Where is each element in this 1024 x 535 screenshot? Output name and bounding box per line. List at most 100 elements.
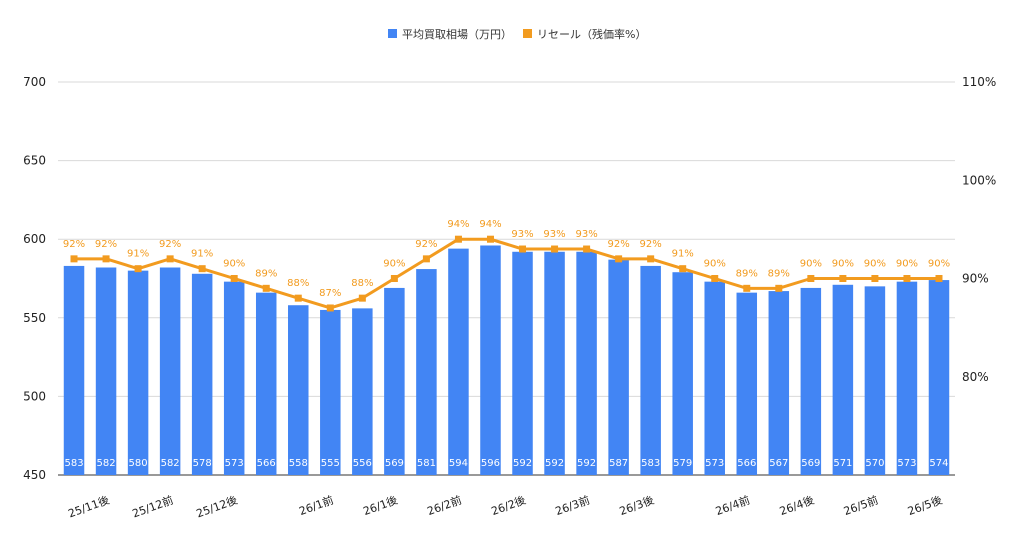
line-value-label: 90% [928,259,950,270]
bar [255,292,277,475]
x-tick-label: 26/4後 [778,493,816,518]
line-value-label: 90% [704,259,726,270]
bar-value-labels: 583 582 580 582 578 573 566 558 555 556 569 581 594 5… [64,458,948,469]
line-value-label: 93% [543,229,565,240]
line-value-label: 91% [672,249,694,260]
line-value-label: 92% [415,239,437,250]
line-point [422,255,430,263]
line-point [615,255,623,263]
line-point [326,304,334,312]
bar-value-label: 567 [769,458,788,469]
bar-value-label: 582 [161,458,180,469]
line-point [102,255,110,263]
bar [63,265,85,475]
x-tick-label: 26/3前 [553,493,591,518]
series-line [74,237,939,310]
bar [480,245,501,475]
left-tick-label: 700 [23,75,46,89]
bar-value-label: 569 [801,458,820,469]
bar-value-label: 592 [513,458,532,469]
bar [127,270,149,475]
bar-value-label: 583 [641,458,660,469]
bar [928,280,950,475]
right-tick-label: 90% [962,272,989,286]
bar-value-label: 570 [865,458,884,469]
x-tick-label: 26/3後 [617,493,655,518]
line-point [679,265,687,273]
bar [576,251,597,475]
line-point [166,255,174,263]
x-tick-label: 26/5後 [906,493,944,518]
line-point [647,255,655,263]
line-point [807,275,815,282]
line-point [711,275,719,282]
bar [191,273,213,475]
line-value-label: 94% [447,219,469,230]
line-point [454,235,462,243]
line-value-label: 90% [223,259,245,270]
bar [320,309,341,475]
bar [736,292,758,475]
bar-value-label: 555 [321,458,340,469]
line-value-label: 92% [640,239,662,250]
bar-value-label: 580 [129,458,148,469]
line-value-label: 94% [479,219,501,230]
bar-value-label: 587 [609,458,628,469]
left-tick-label: 650 [23,154,46,168]
line-point [583,245,591,253]
line-value-labels: 92% 92% 91% 92% 91% 90% 89% 88% 87% 88% 90% 92% 94% 9… [63,219,950,299]
x-tick-label: 25/12前 [130,493,175,521]
bar-value-label: 582 [97,458,116,469]
legend-swatch-line [523,29,532,38]
bar [544,251,565,475]
line-point [70,255,78,263]
bar-value-label: 581 [417,458,436,469]
left-tick-label: 450 [23,468,46,482]
right-tick-label: 110% [962,75,996,89]
line-value-label: 92% [63,239,85,250]
bar [448,248,469,475]
bar [608,259,629,475]
line-point [230,275,238,282]
line-value-label: 90% [864,259,886,270]
line-point [134,265,142,273]
bar [95,267,117,475]
left-tick-label: 500 [23,389,46,403]
line-value-label: 89% [768,268,790,279]
line-point [294,294,302,302]
line-value-label: 90% [832,259,854,270]
bar [704,281,725,475]
x-axis: 25/11後 25/12前 25/12後 26/1前 26/1後 26/2前 26/2後 26… [66,493,944,521]
x-tick-label: 26/4前 [713,493,751,518]
line-point [262,284,270,292]
bar-value-label: 573 [705,458,724,469]
bar-value-label: 578 [193,458,212,469]
line-point [775,284,783,292]
line-value-label: 92% [608,239,630,250]
line-point [839,275,847,282]
line-value-label: 90% [383,259,405,270]
x-tick-label: 26/2後 [489,493,527,518]
bar-value-label: 569 [385,458,404,469]
bar-value-label: 592 [577,458,596,469]
line-point [519,245,527,253]
bar-value-label: 571 [833,458,852,469]
line-value-label: 89% [736,268,758,279]
line-value-label: 89% [255,268,277,279]
x-tick-label: 25/12後 [194,493,239,521]
x-tick-label: 26/1前 [297,493,335,518]
line-point [743,284,751,292]
bar-series [63,245,950,475]
x-tick-label: 25/11後 [66,493,111,521]
left-tick-label: 550 [23,311,46,325]
line-point [551,245,559,253]
bar [288,305,309,475]
line-point [486,235,494,243]
bar [352,308,373,475]
line-point [935,275,943,282]
line-point [871,275,879,282]
bar [896,281,918,475]
line-value-label: 92% [159,239,181,250]
